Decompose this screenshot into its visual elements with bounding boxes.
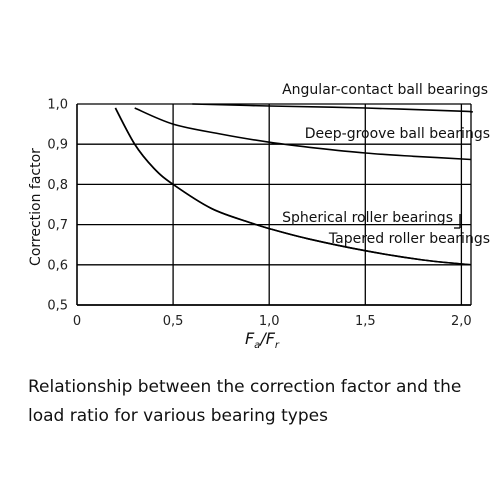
- angular-contact-curve: [192, 103, 473, 113]
- y-tick-label: 0,6: [47, 258, 68, 273]
- y-tick-label: 0,5: [47, 299, 68, 314]
- x-tick-labels: 0 0,5 1,0 1,5 2,0: [73, 314, 472, 329]
- label-deep-groove: Deep-groove ball bearings: [305, 126, 490, 142]
- y-tick-label: 0,9: [47, 138, 68, 153]
- x-tick-label: 0,5: [163, 314, 184, 329]
- x-axis-label-slash: /: [258, 329, 267, 348]
- x-tick-label: 2,0: [451, 314, 472, 329]
- deep-groove-curve: [134, 107, 472, 161]
- label-spherical-roller: Spherical roller bearings: [282, 210, 453, 226]
- chart-grid: [76, 103, 472, 306]
- caption-line-2: load ratio for various bearing types: [28, 406, 328, 426]
- caption-line-1: Relationship between the correction fact…: [28, 377, 462, 397]
- x-tick-label: 1,0: [259, 314, 280, 329]
- x-tick-label: 1,5: [355, 314, 376, 329]
- figure-caption: Relationship between the correction fact…: [28, 373, 478, 431]
- x-axis-label-sub2: r: [275, 340, 280, 351]
- tapered-roller-curve: [114, 107, 472, 266]
- y-tick-labels: 0,5 0,6 0,7 0,8 0,9 1,0: [47, 98, 68, 314]
- y-tick-label: 0,8: [47, 178, 68, 193]
- x-axis-label-main2: F: [266, 329, 276, 348]
- x-tick-label: 0: [73, 314, 81, 329]
- y-tick-label: 1,0: [47, 98, 68, 113]
- x-axis-label-main: F: [245, 329, 255, 348]
- x-axis-label: Fa/Fr: [245, 329, 280, 351]
- y-tick-label: 0,7: [47, 218, 68, 233]
- y-axis-label: Correction factor: [28, 148, 44, 266]
- x-axis-label-sub1: a: [254, 340, 260, 351]
- label-angular-contact: Angular-contact ball bearings: [282, 82, 488, 98]
- chart-curves: [114, 103, 473, 266]
- label-tapered-roller: Tapered roller bearings: [328, 231, 490, 247]
- series-labels: Angular-contact ball bearings Deep-groove…: [282, 82, 490, 247]
